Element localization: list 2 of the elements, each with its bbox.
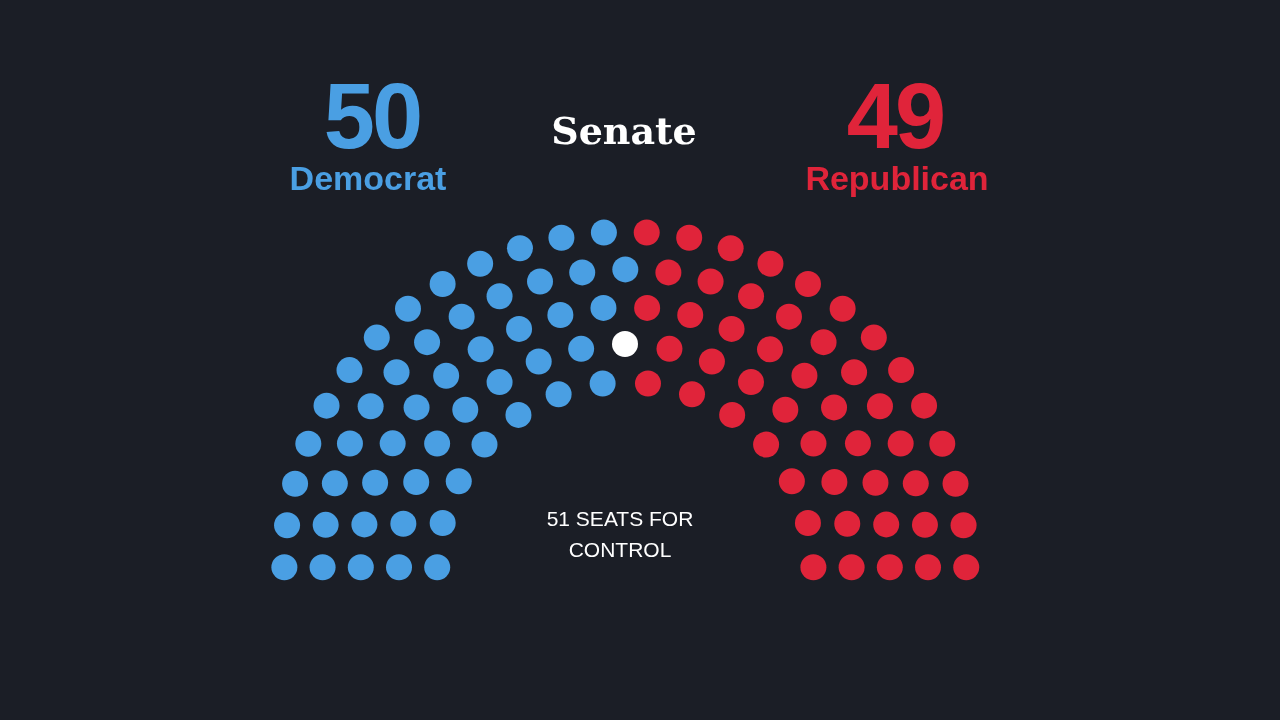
text: 51 SEATS FOR CONTROL [545, 506, 695, 563]
text: Senate [551, 108, 697, 153]
